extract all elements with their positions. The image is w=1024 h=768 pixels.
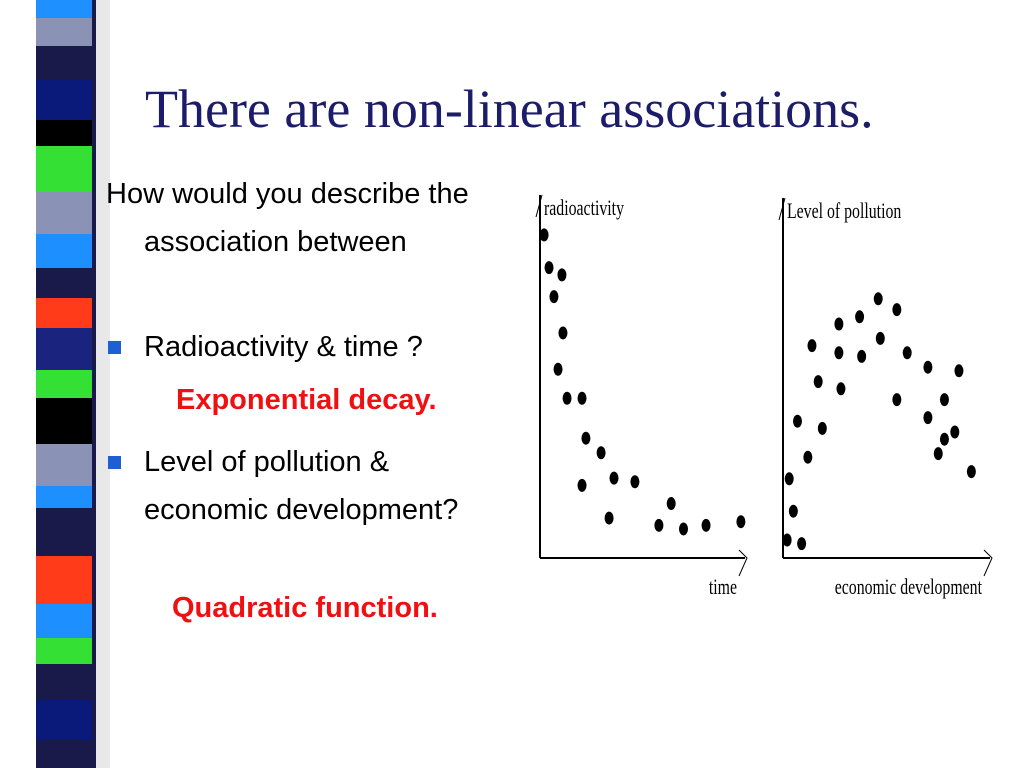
data-point: [797, 537, 807, 551]
data-point: [834, 317, 844, 331]
data-point: [813, 375, 823, 389]
data-point: [549, 290, 559, 304]
data-point: [736, 515, 746, 529]
data-point: [855, 310, 865, 324]
data-point: [788, 504, 798, 518]
bullet: [108, 341, 121, 354]
data-point: [609, 471, 619, 485]
data-point: [966, 465, 976, 479]
data-point: [577, 478, 587, 492]
data-point: [954, 364, 964, 378]
data-point: [596, 446, 606, 460]
data-point: [630, 475, 640, 489]
data-point: [544, 261, 554, 275]
data-point: [902, 346, 912, 360]
y-axis-label: radioactivity: [544, 197, 624, 221]
data-point: [817, 421, 827, 435]
data-point: [939, 393, 949, 407]
data-point: [679, 522, 688, 536]
data-point: [923, 411, 933, 425]
bullet: [108, 456, 121, 469]
data-point: [892, 393, 902, 407]
answer: Exponential decay.: [176, 384, 437, 416]
slide-title: There are non-linear associations.: [145, 79, 874, 139]
x-axis-label: economic development: [835, 576, 983, 600]
data-point: [857, 349, 867, 363]
data-point: [604, 511, 614, 525]
x-arrow: [738, 549, 748, 577]
data-point: [558, 326, 568, 340]
decorative-stripe: [0, 0, 110, 768]
x-arrow: [983, 549, 993, 577]
data-point: [939, 432, 949, 446]
data-point: [950, 425, 960, 439]
bullet-text: Level of pollution & economic developmen…: [144, 446, 459, 526]
data-point: [836, 382, 846, 396]
data-point: [581, 431, 591, 445]
data-point: [782, 533, 792, 547]
data-point: [923, 360, 933, 374]
data-point: [807, 339, 817, 353]
y-arrow: [778, 197, 786, 221]
y-arrow: [535, 194, 543, 218]
data-point: [784, 472, 794, 486]
data-point: [873, 292, 883, 306]
data-point: [562, 391, 572, 405]
data-point: [654, 518, 664, 532]
data-point: [577, 391, 587, 405]
data-point: [803, 450, 813, 464]
x-axis-label: time: [709, 576, 737, 600]
data-point: [557, 268, 567, 282]
data-point: [792, 414, 802, 428]
data-point: [875, 331, 885, 345]
bullet-text: Radioactivity & time ?: [144, 331, 423, 363]
answer: Quadratic function.: [172, 592, 438, 624]
data-point: [666, 497, 676, 511]
data-point: [933, 447, 943, 461]
y-axis-label: Level of pollution: [787, 200, 902, 224]
data-point: [701, 518, 711, 532]
data-point: [553, 362, 563, 376]
data-point: [834, 346, 844, 360]
data-point: [539, 228, 549, 242]
data-point: [892, 303, 902, 317]
intro-text: How would you describe the association b…: [106, 178, 469, 258]
